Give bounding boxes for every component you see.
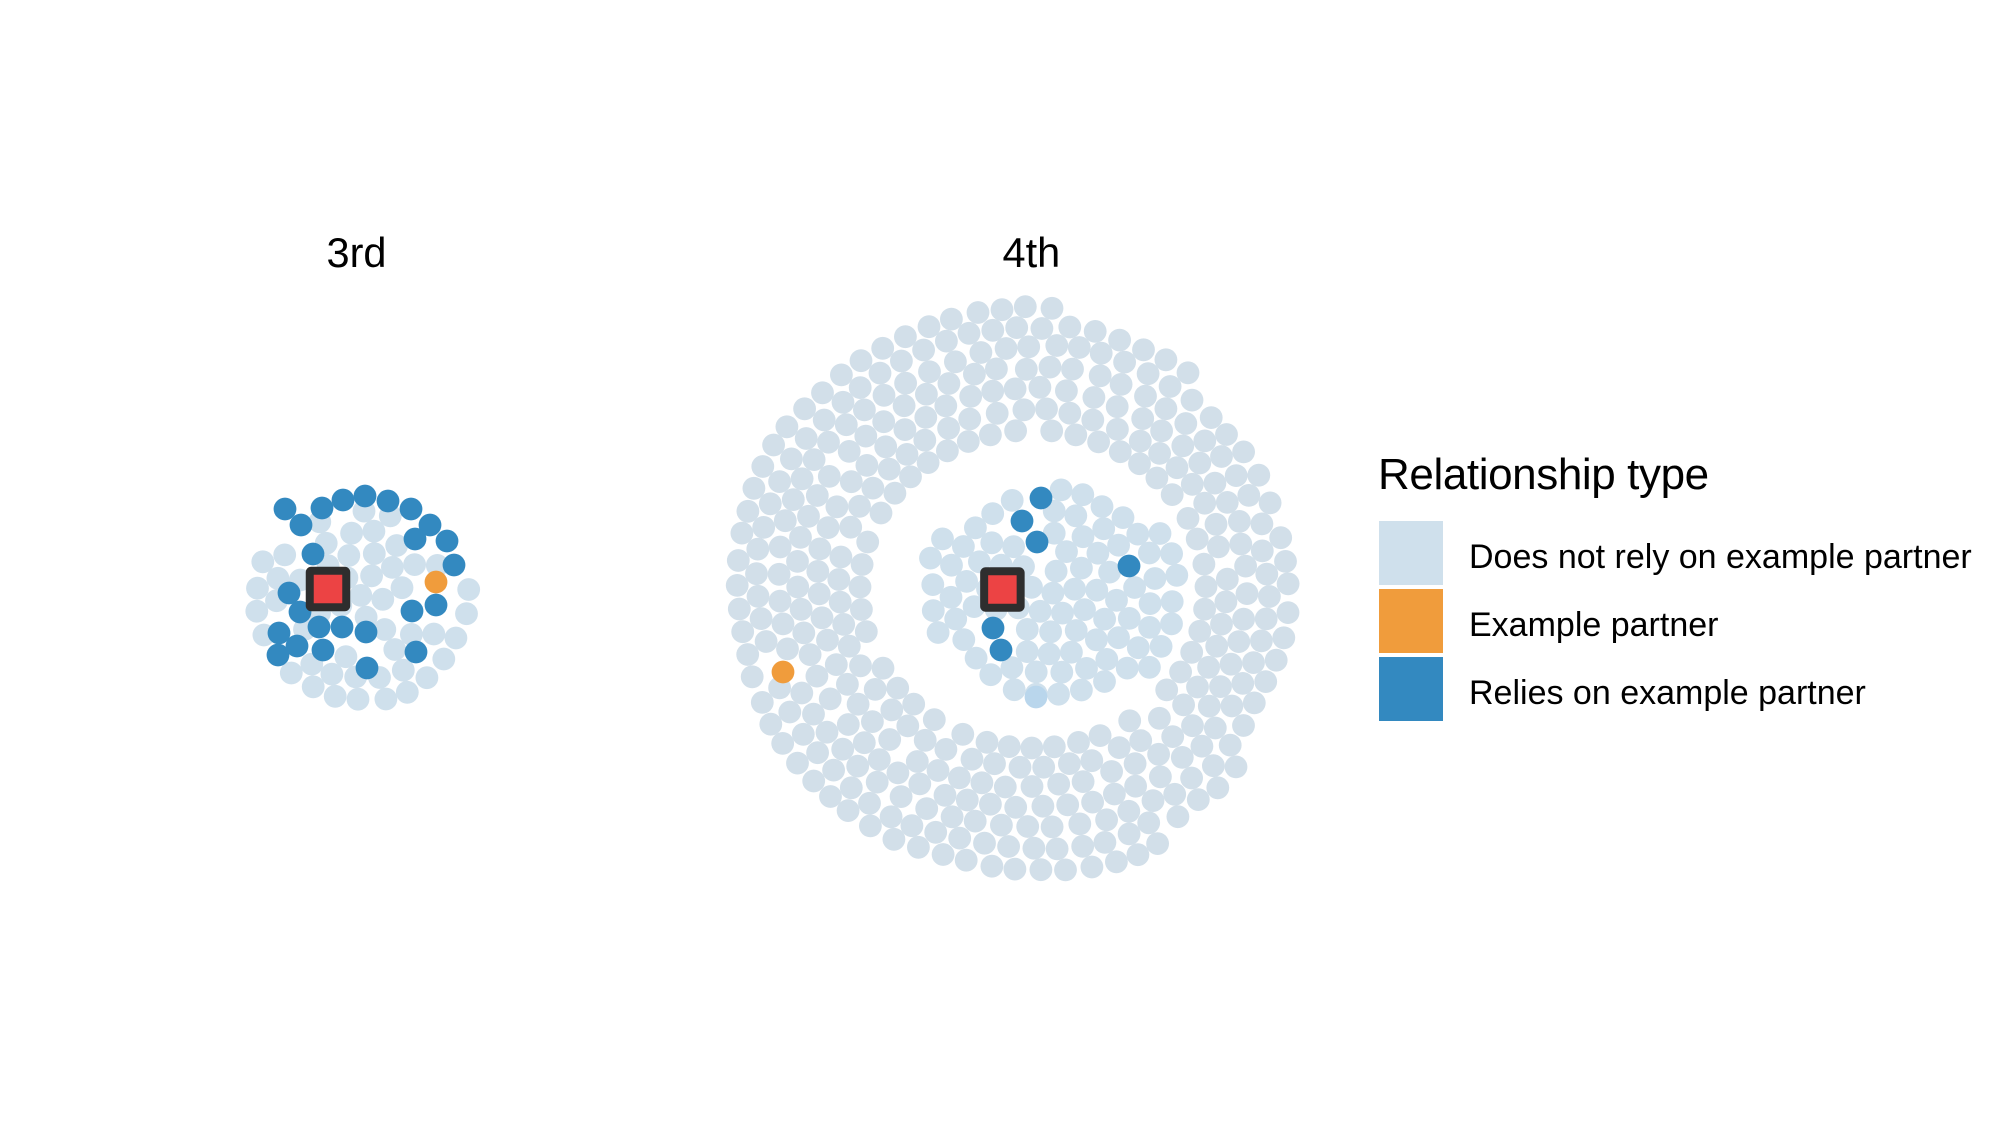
svg-text:Example partner: Example partner <box>1469 606 1718 644</box>
svg-text:Does not rely on example partn: Does not rely on example partner <box>1469 538 1972 576</box>
svg-text:3rd: 3rd <box>327 229 387 276</box>
svg-text:Relies on example partner: Relies on example partner <box>1469 674 1866 712</box>
svg-text:4th: 4th <box>1003 229 1061 276</box>
svg-text:Relationship type: Relationship type <box>1378 450 1709 499</box>
